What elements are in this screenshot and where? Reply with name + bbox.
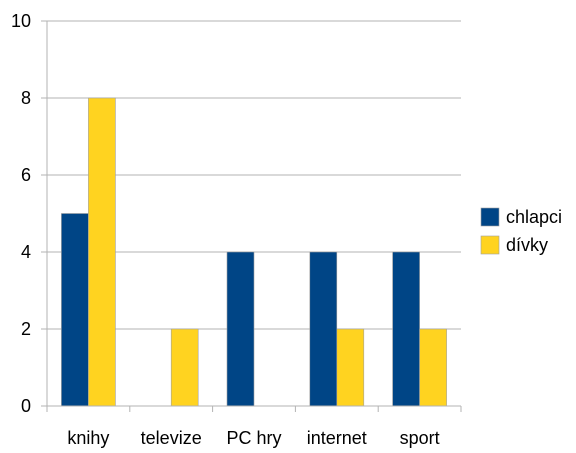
legend-label-chlapci: chlapci (506, 207, 562, 227)
bar-divky-1 (170, 328, 199, 407)
y-tick-label: 10 (11, 11, 31, 31)
x-tick-label: knihy (67, 428, 109, 448)
x-tick-label: PC hry (226, 428, 281, 448)
y-tick-labels: 0 2 4 6 8 10 (11, 11, 31, 416)
bar-divky-0 (88, 97, 116, 407)
x-tick-label: internet (307, 428, 367, 448)
legend-label-divky: dívky (506, 235, 548, 255)
bar-chlapci-4 (392, 251, 420, 407)
y-tick-label: 4 (21, 242, 31, 262)
bar-chlapci-0 (61, 213, 89, 407)
x-tick-label: televize (141, 428, 202, 448)
bar-chlapci-3 (309, 251, 338, 407)
bar-divky-4 (419, 328, 447, 407)
y-tick-label: 6 (21, 165, 31, 185)
x-tick-label: sport (400, 428, 440, 448)
legend-swatch-divky (480, 235, 500, 255)
bars (61, 97, 447, 407)
y-tick-label: 0 (21, 396, 31, 416)
legend: chlapci dívky (480, 207, 562, 255)
x-tick-labels: knihy televize PC hry internet sport (67, 428, 439, 448)
axes (41, 20, 462, 412)
bar-chlapci-2 (226, 251, 255, 407)
y-tick-label: 8 (21, 88, 31, 108)
legend-swatch-chlapci (480, 207, 500, 227)
y-tick-label: 2 (21, 319, 31, 339)
bar-divky-3 (336, 328, 365, 407)
